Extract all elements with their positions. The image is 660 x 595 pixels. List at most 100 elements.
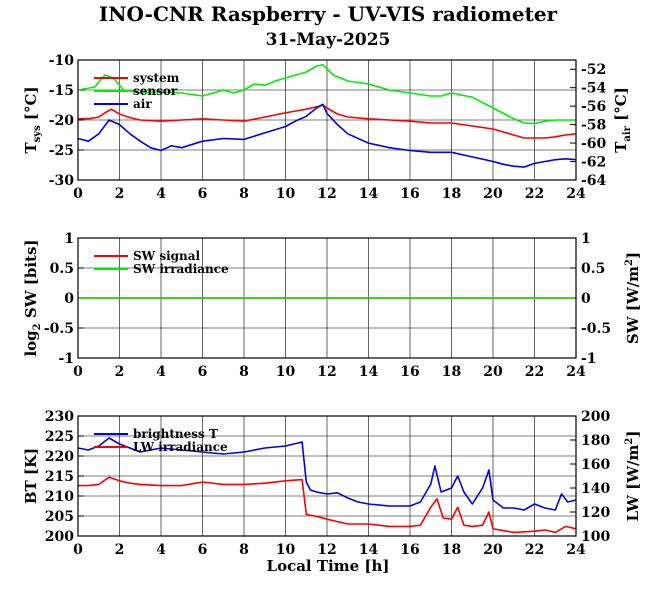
x-tick-label: 18 [442, 364, 461, 380]
y-tick-label-right: 120 [581, 505, 610, 521]
x-tick-label: 24 [566, 364, 586, 380]
y-tick-label-left: 1 [64, 231, 74, 247]
x-tick-label: 24 [566, 186, 586, 202]
y-tick-label-right: 200 [581, 409, 610, 425]
x-tick-label: 10 [276, 186, 296, 202]
legend-label: sensor [133, 84, 178, 98]
temperature-ylabel-right: Tair [°C] [612, 87, 633, 153]
y-tick-label-left: 205 [45, 509, 74, 525]
x-tick-label: 6 [198, 364, 208, 380]
y-tick-label-left: 210 [45, 489, 74, 505]
x-tick-label: 12 [317, 186, 336, 202]
y-tick-label-right: -1 [581, 351, 597, 367]
x-tick-label: 18 [442, 542, 461, 558]
y-tick-label-left: 215 [45, 469, 74, 485]
y-tick-label-right: -0.5 [581, 321, 611, 337]
y-tick-label-left: 0.5 [50, 261, 74, 277]
shortwave-ylabel-right: SW [W/m2] [624, 252, 642, 344]
y-tick-label-left: -0.5 [44, 321, 74, 337]
x-tick-label: 20 [483, 542, 503, 558]
legend-label: SW signal [133, 249, 201, 263]
y-tick-label-right: -58 [581, 118, 606, 134]
x-tick-label: 8 [239, 186, 249, 202]
temperature-ylabel-left: Tsys [°C] [22, 86, 43, 153]
x-tick-label: 4 [156, 542, 166, 558]
legend-label: system [133, 71, 180, 85]
y-tick-label-right: -52 [581, 62, 606, 78]
x-tick-label: 8 [239, 364, 249, 380]
y-tick-label-right: 160 [581, 457, 610, 473]
y-tick-label-right: -62 [581, 155, 606, 171]
x-tick-label: 0 [73, 186, 83, 202]
y-tick-label-left: -1 [58, 351, 74, 367]
x-tick-label: 10 [276, 542, 296, 558]
plot-frame [77, 237, 577, 359]
x-tick-label: 0 [73, 364, 83, 380]
longwave-panel: BT [K] LW [W/m2] 0 2 4 6 8 10 12 14 16 18 20 22 2420… [22, 409, 642, 558]
x-tick-label: 6 [198, 542, 208, 558]
x-tick-label: 22 [525, 364, 544, 380]
y-tick-label-right: -60 [581, 136, 607, 152]
longwave-ylabel-right: LW [W/m2] [624, 431, 642, 522]
x-tick-label: 12 [317, 364, 336, 380]
legend-label: air [133, 97, 152, 111]
y-tick-label-left: 225 [45, 429, 74, 445]
y-tick-label-left: -30 [49, 173, 75, 189]
y-tick-label-right: 1 [581, 231, 591, 247]
shortwave-ylabel-left: log2 SW [bits] [22, 239, 43, 356]
x-tick-label: 22 [525, 186, 544, 202]
x-tick-label: 6 [198, 186, 208, 202]
series-line-sensor [77, 64, 576, 125]
series-line-brightness-t [77, 437, 577, 511]
y-tick-label-left: -20 [49, 113, 75, 129]
x-tick-label: 24 [566, 542, 586, 558]
x-tick-label: 18 [442, 186, 461, 202]
x-tick-label: 16 [400, 186, 419, 202]
longwave-ylabel-left: BT [K] [22, 448, 40, 504]
y-tick-label-right: -64 [581, 173, 607, 189]
y-tick-label-right: -56 [581, 99, 606, 115]
x-tick-label: 14 [359, 542, 379, 558]
y-tick-label-left: -25 [49, 143, 74, 159]
series-line-lw-irradiance [78, 476, 577, 534]
x-tick-label: 2 [115, 364, 125, 380]
y-tick-label-left: 0 [64, 291, 74, 307]
x-tick-label: 2 [115, 542, 125, 558]
y-tick-label-right: 0 [581, 291, 591, 307]
y-tick-label-right: -54 [581, 81, 607, 97]
y-tick-label-left: -10 [49, 53, 75, 69]
legend-label: LW irradiance [133, 440, 228, 454]
x-tick-label: 16 [400, 364, 419, 380]
x-tick-label: 20 [483, 364, 503, 380]
plot-frame [77, 415, 577, 537]
x-tick-label: 2 [115, 186, 125, 202]
x-tick-label: 14 [359, 186, 379, 202]
y-tick-label-left: 220 [45, 449, 74, 465]
x-tick-label: 12 [317, 542, 336, 558]
x-tick-label: 0 [73, 542, 83, 558]
figure-date: 31-May-2025 [266, 30, 391, 50]
x-tick-label: 16 [400, 542, 419, 558]
y-tick-label-right: 0.5 [581, 261, 605, 277]
series-line-air [77, 103, 577, 168]
x-tick-label: 22 [525, 542, 544, 558]
legend-label: SW irradiance [133, 262, 229, 276]
y-tick-label-right: 180 [581, 433, 610, 449]
plot-frame [77, 59, 577, 181]
x-tick-label: 4 [156, 186, 166, 202]
figure-title: INO-CNR Raspberry - UV-VIS radiometer [99, 2, 558, 26]
x-tick-label: 14 [359, 364, 379, 380]
x-tick-label: 4 [156, 364, 166, 380]
y-tick-label-left: -15 [49, 83, 74, 99]
y-tick-label-left: 200 [45, 529, 74, 545]
x-axis-label: Local Time [h] [267, 557, 390, 575]
shortwave-panel: log2 SW [bits] SW [W/m2] 0 2 4 6 8 10 12 14 16 18… [22, 231, 642, 380]
x-tick-label: 8 [239, 542, 249, 558]
y-tick-label-right: 100 [581, 529, 610, 545]
x-tick-label: 10 [276, 364, 296, 380]
temperature-panel: Tsys [°C] Tair [°C] 0 2 4 6 8 10 12 14 16 18 20 22 2… [22, 53, 633, 202]
y-tick-label-left: 230 [45, 409, 74, 425]
y-tick-label-right: 140 [581, 481, 610, 497]
x-tick-label: 20 [483, 186, 503, 202]
